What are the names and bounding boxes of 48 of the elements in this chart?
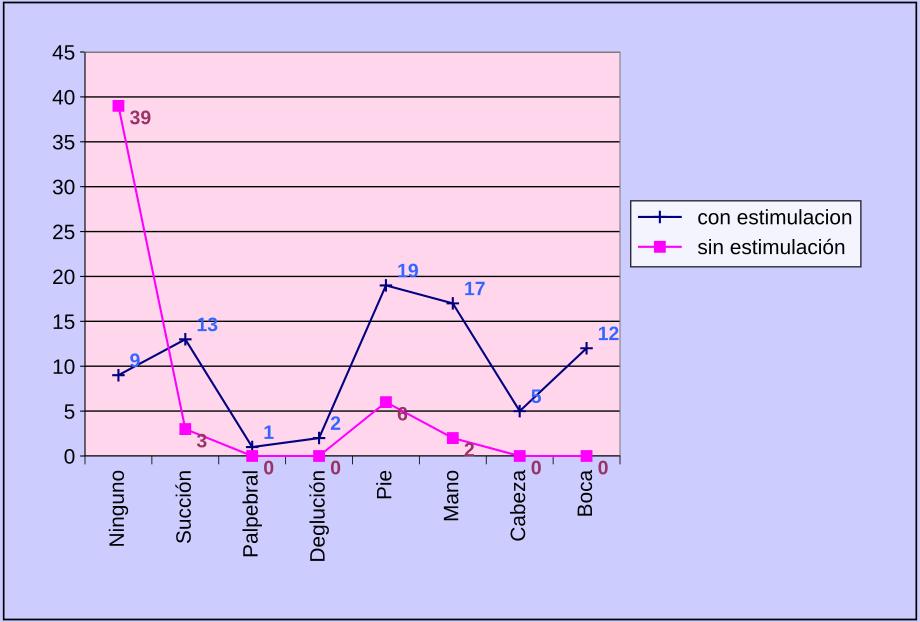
point [312,430,326,446]
point [179,423,192,435]
point [111,368,126,382]
point [512,404,527,418]
data-label: 3 [196,434,207,448]
y-tick-label: 10 [54,359,74,374]
x-tick-label: Ninguno [108,470,128,546]
point [446,432,459,444]
y-tick-label: 5 [64,404,74,419]
data-label: 0 [598,460,608,474]
data-label: 19 [398,264,418,278]
point [378,278,394,293]
point [580,450,592,462]
x-tick-label: Succión [175,471,191,544]
point [246,450,258,462]
x-tick-label: Palpebral [242,471,262,556]
legend-label: sin estimulación [698,238,844,254]
y-tick-label: 45 [52,45,74,60]
y-tick-label: 40 [52,90,74,105]
y-tick-label: 35 [52,134,74,150]
point [380,396,392,408]
point [514,450,526,462]
x-tick-label: Pie [376,470,392,498]
x-tick-label: Boca [578,470,592,516]
y-tick-label: 25 [53,224,74,240]
data-label: 17 [465,282,485,296]
point [112,100,124,112]
data-label: 1 [264,425,274,439]
point [446,296,460,311]
y-tick-label: 0 [64,449,74,464]
data-label: 2 [464,442,474,456]
y-tick-label: 30 [52,180,74,194]
data-label: 39 [130,110,150,124]
y-tick-label: 15 [54,314,74,330]
x-tick-label: Cabeza [510,470,526,541]
data-label: 0 [264,460,274,474]
data-label: 9 [130,353,140,368]
legend-label: con estimulacion [698,209,852,224]
x-tick-label: Deglución [309,471,329,561]
point [313,450,325,462]
data-label: 0 [532,460,541,474]
point [579,340,594,356]
data-label: 12 [598,326,619,340]
data-label: 2 [330,416,340,430]
x-tick-label: Mano [444,470,458,520]
data-label: 0 [330,460,340,474]
point [178,332,193,347]
y-tick-label: 20 [53,269,74,284]
